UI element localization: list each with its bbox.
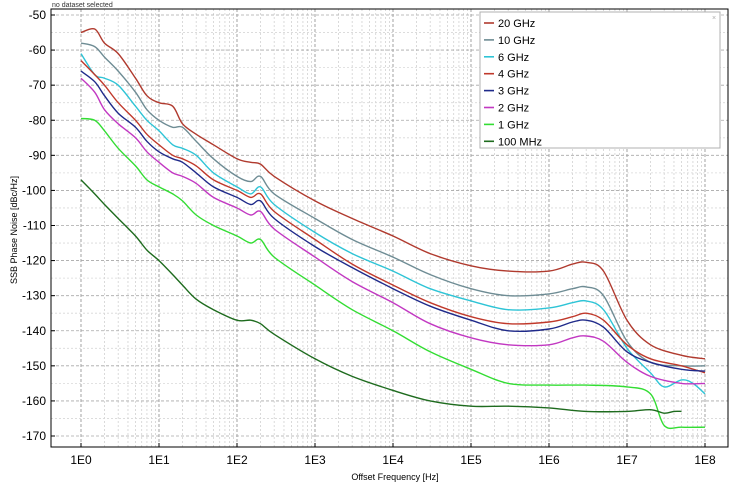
legend: × 20 GHz 10 GHz 6 GHz 4 GHz 3 GHz 2 GHz 1 GHz 1… — [479, 11, 721, 149]
x-tick-label: 1E0 — [70, 453, 92, 467]
series-line-100-mhz — [80, 179, 682, 414]
y-tick-label: -60 — [29, 43, 47, 57]
y-tick-label: -170 — [22, 429, 46, 443]
y-tick-label: -160 — [22, 394, 46, 408]
y-tick-label: -80 — [29, 113, 47, 127]
series-line-20-ghz — [80, 27, 706, 360]
legend-close-icon[interactable]: × — [712, 15, 716, 22]
x-tick-label: 1E1 — [148, 453, 170, 467]
y-tick-label: -130 — [22, 289, 46, 303]
y-tick-label: -120 — [22, 254, 46, 268]
x-tick-label: 1E5 — [460, 453, 482, 467]
legend-label-4-ghz: 4 GHz — [498, 69, 529, 81]
y-tick-label: -50 — [29, 8, 47, 22]
legend-label-6-ghz: 6 GHz — [498, 52, 529, 64]
y-tick-label: -110 — [23, 219, 46, 233]
series-line-2-ghz — [80, 77, 706, 385]
series-line-6-ghz — [80, 53, 706, 395]
status-text: no dataset selected — [52, 2, 113, 9]
series-line-1-ghz — [80, 117, 706, 430]
legend-label-2-ghz: 2 GHz — [498, 103, 529, 115]
plot-frame — [50, 8, 729, 448]
y-tick-label: -150 — [22, 359, 46, 373]
x-tick-label: 1E3 — [304, 453, 326, 467]
legend-label-100-mhz: 100 MHz — [498, 136, 542, 148]
series-line-4-ghz — [80, 60, 706, 374]
x-tick-label: 1E6 — [538, 453, 560, 467]
series-line-3-ghz — [80, 70, 706, 372]
y-axis-label: SSB Phase Noise [dBc/Hz] — [9, 176, 19, 284]
legend-label-1-ghz: 1 GHz — [498, 119, 529, 131]
legend-label-10-ghz: 10 GHz — [498, 35, 535, 47]
legend-label-3-ghz: 3 GHz — [498, 86, 529, 98]
series-line-10-ghz — [80, 42, 706, 367]
x-tick-label: 1E7 — [616, 453, 638, 467]
legend-box — [479, 11, 721, 149]
x-tick-label: 1E4 — [382, 453, 404, 467]
legend-label-20-ghz: 20 GHz — [498, 18, 535, 30]
x-axis-label: Offset Frequency [Hz] — [351, 472, 438, 482]
y-tick-label: -90 — [29, 148, 47, 162]
y-tick-label: -140 — [22, 324, 46, 338]
y-tick-label: -100 — [22, 183, 46, 197]
y-tick-label: -70 — [29, 78, 47, 92]
x-tick-label: 1E2 — [226, 453, 248, 467]
x-tick-label: 1E8 — [694, 453, 716, 467]
